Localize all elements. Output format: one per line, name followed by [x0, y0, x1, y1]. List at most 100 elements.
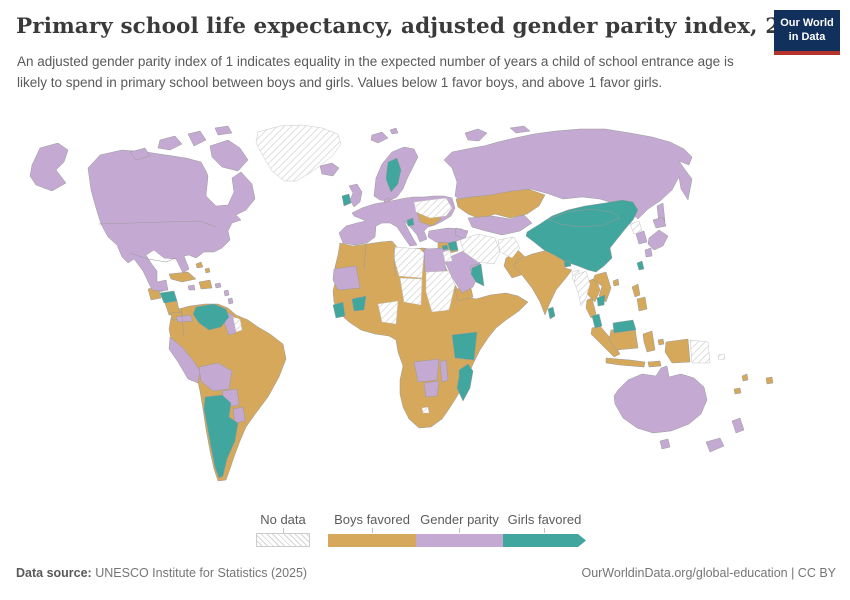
japan-honshu[interactable]	[647, 229, 669, 251]
bahamas[interactable]	[195, 261, 204, 269]
svalbard-2[interactable]	[389, 127, 399, 135]
new-zealand-south[interactable]	[705, 437, 725, 453]
philippines-south[interactable]	[636, 296, 648, 312]
south-korea[interactable]	[635, 230, 648, 245]
sudan[interactable]	[425, 270, 456, 313]
sulawesi[interactable]	[642, 330, 656, 353]
zambia[interactable]	[413, 358, 440, 383]
new-zealand-north[interactable]	[731, 417, 745, 434]
antilles-2[interactable]	[227, 297, 234, 305]
chad[interactable]	[399, 277, 423, 306]
suriname[interactable]	[232, 316, 243, 333]
arctic-island-3[interactable]	[129, 147, 151, 161]
owid-logo[interactable]: Our World in Data	[774, 10, 840, 55]
sierra-leone-guinea[interactable]	[332, 301, 346, 319]
arctic-island-5[interactable]	[509, 125, 531, 134]
honduras[interactable]	[159, 290, 178, 304]
vanuatu[interactable]	[741, 373, 749, 382]
sweden[interactable]	[385, 157, 402, 193]
bahamas-2[interactable]	[204, 267, 211, 274]
russia[interactable]	[443, 128, 693, 220]
countries-gender-parity[interactable]	[29, 125, 745, 453]
central-asia[interactable]	[467, 214, 533, 236]
mauritania[interactable]	[332, 265, 361, 291]
countries-girls-favored[interactable]	[159, 157, 645, 479]
uruguay[interactable]	[232, 406, 246, 424]
sumatra[interactable]	[590, 325, 621, 358]
iceland[interactable]	[319, 162, 340, 177]
madagascar[interactable]	[456, 363, 474, 402]
sri-lanka[interactable]	[547, 306, 556, 320]
arctic-island-4[interactable]	[214, 125, 233, 136]
java[interactable]	[605, 357, 646, 368]
peru[interactable]	[168, 336, 201, 384]
syria[interactable]	[447, 240, 459, 252]
fiji[interactable]	[765, 376, 774, 385]
new-caledonia[interactable]	[733, 387, 742, 395]
afghanistan[interactable]	[497, 236, 521, 259]
nigeria[interactable]	[377, 300, 399, 325]
hispaniola[interactable]	[198, 279, 213, 290]
svalbard[interactable]	[370, 131, 389, 144]
maluku[interactable]	[657, 338, 665, 346]
iran[interactable]	[459, 233, 501, 265]
venezuela[interactable]	[192, 303, 230, 331]
united-kingdom[interactable]	[348, 183, 363, 208]
alaska[interactable]	[29, 142, 69, 192]
legend-no-data-swatch[interactable]	[256, 533, 310, 547]
argentina[interactable]	[203, 394, 239, 479]
malaysia-borneo[interactable]	[612, 319, 637, 334]
greenland[interactable]	[255, 124, 342, 182]
owid-link[interactable]: OurWorldinData.org/global-education | CC…	[581, 566, 836, 580]
data-source-text: UNESCO Institute for Statistics (2025)	[95, 566, 308, 580]
australia[interactable]	[613, 365, 708, 434]
panama[interactable]	[175, 314, 194, 323]
cambodia[interactable]	[596, 294, 606, 307]
baffin-island[interactable]	[209, 139, 249, 172]
ireland[interactable]	[341, 193, 352, 207]
papua-new-guinea[interactable]	[689, 339, 711, 364]
jamaica[interactable]	[187, 284, 196, 291]
tasmania[interactable]	[659, 438, 671, 450]
lesotho[interactable]	[421, 406, 430, 414]
burkina-faso[interactable]	[351, 295, 367, 312]
legend-tick	[371, 528, 373, 533]
japan-kyushu[interactable]	[644, 247, 653, 258]
oman[interactable]	[470, 263, 485, 287]
countries-no-data[interactable]	[232, 124, 726, 414]
antilles-1[interactable]	[223, 289, 230, 297]
solomon-islands[interactable]	[717, 353, 726, 361]
cuba[interactable]	[168, 271, 197, 283]
bolivia[interactable]	[198, 362, 233, 392]
zimbabwe[interactable]	[423, 380, 440, 398]
malawi[interactable]	[439, 359, 449, 383]
bhutan[interactable]	[563, 260, 572, 268]
bosnia[interactable]	[406, 217, 415, 227]
japan-hokkaido[interactable]	[652, 216, 667, 229]
new-guinea-west[interactable]	[664, 338, 691, 364]
ukraine[interactable]	[413, 197, 453, 219]
jordan[interactable]	[442, 249, 453, 263]
novaya-zemlya[interactable]	[464, 128, 488, 142]
tanzania[interactable]	[451, 331, 478, 361]
cyprus[interactable]	[441, 244, 449, 251]
myanmar[interactable]	[573, 270, 591, 307]
legend-swatch-girls-favored[interactable]	[503, 534, 586, 547]
hainan[interactable]	[612, 278, 620, 287]
legend-swatch-boys-favored[interactable]	[328, 534, 416, 547]
philippines[interactable]	[631, 283, 641, 298]
china-mongolia[interactable]	[525, 199, 639, 273]
north-korea[interactable]	[629, 220, 643, 235]
puerto-rico[interactable]	[214, 282, 222, 289]
arctic-island-2[interactable]	[187, 130, 207, 147]
libya[interactable]	[393, 246, 425, 279]
north-america[interactable]	[87, 149, 256, 293]
turkey[interactable]	[427, 227, 465, 244]
arctic-island-1[interactable]	[157, 135, 183, 151]
malaysia-peninsula[interactable]	[591, 313, 603, 329]
lesser-sunda[interactable]	[647, 360, 662, 368]
legend-no-data-label: No data	[260, 512, 306, 527]
taiwan[interactable]	[636, 260, 645, 271]
legend-swatch-gender-parity[interactable]	[416, 534, 503, 547]
